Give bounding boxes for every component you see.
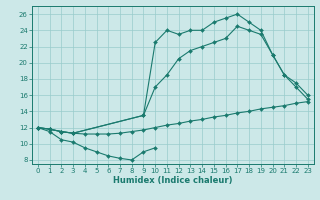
X-axis label: Humidex (Indice chaleur): Humidex (Indice chaleur) bbox=[113, 176, 233, 185]
